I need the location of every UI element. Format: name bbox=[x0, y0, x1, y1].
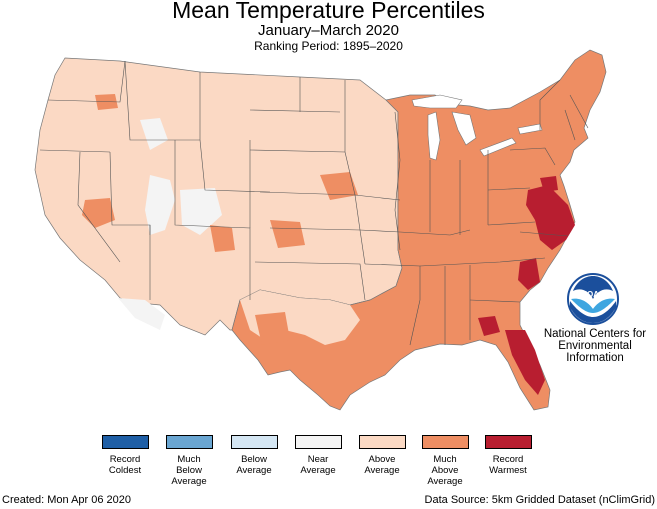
us-temperature-map bbox=[34, 49, 607, 411]
legend-item-record-coldest: Record Coldest bbox=[93, 435, 157, 476]
near-average-patch-wyoming bbox=[180, 188, 222, 235]
near-average-patch-southwest bbox=[118, 298, 165, 330]
legend-label: Below Average bbox=[236, 454, 272, 476]
created-date: Created: Mon Apr 06 2020 bbox=[2, 494, 132, 506]
much-above-patch-montana bbox=[95, 94, 118, 110]
lake-huron bbox=[451, 111, 477, 146]
legend-swatch bbox=[358, 435, 406, 449]
organization-name: National Centers for Environmental Infor… bbox=[543, 328, 647, 364]
legend-item-record-warmest: Record Warmest bbox=[476, 435, 540, 476]
record-warmest-florida-panhandle bbox=[478, 316, 500, 336]
legend-swatch bbox=[294, 435, 342, 449]
noaa-logo: NOAA bbox=[567, 273, 619, 325]
legend-item-above-average: Above Average bbox=[350, 435, 414, 476]
legend-item-much-below-average: Much Below Average bbox=[157, 435, 221, 487]
map-title: Mean Temperature Percentiles bbox=[172, 0, 485, 23]
legend-label: Near Average bbox=[300, 454, 336, 476]
record-warmest-maryland bbox=[540, 176, 558, 192]
legend-label: Record Warmest bbox=[489, 454, 527, 476]
legend-item-near-average: Near Average bbox=[286, 435, 350, 476]
state-boundaries bbox=[39, 60, 589, 346]
legend-label: Record Coldest bbox=[108, 454, 142, 476]
legend-label: Much Below Average bbox=[171, 454, 207, 487]
much-above-patch-nebraska bbox=[320, 172, 358, 200]
legend-swatch bbox=[101, 435, 149, 449]
legend: Record Coldest Much Below Average Below … bbox=[0, 435, 657, 495]
lake-superior bbox=[411, 94, 463, 109]
legend-label: Much Above Average bbox=[427, 454, 463, 487]
record-warmest-virginia-carolina bbox=[526, 185, 575, 250]
lake-michigan bbox=[427, 111, 441, 161]
svg-text:NOAA: NOAA bbox=[581, 290, 605, 299]
legend-item-below-average: Below Average bbox=[222, 435, 286, 476]
ranking-period: Ranking Period: 1895–2020 bbox=[254, 39, 403, 53]
legend-swatch bbox=[230, 435, 278, 449]
data-source: Data Source: 5km Gridded Dataset (nClimG… bbox=[424, 494, 655, 506]
legend-swatch bbox=[484, 435, 532, 449]
record-warmest-georgia-coast bbox=[518, 258, 540, 290]
lake-ontario bbox=[517, 123, 543, 135]
legend-swatch bbox=[421, 435, 469, 449]
legend-item-much-above-average: Much Above Average bbox=[413, 435, 477, 487]
record-warmest-florida bbox=[505, 330, 545, 395]
much-above-patch-kansas bbox=[270, 220, 305, 248]
noaa-logo-icon: NOAA bbox=[567, 273, 619, 325]
near-average-patch-great-basin bbox=[145, 175, 175, 235]
map-subtitle: January–March 2020 bbox=[258, 22, 399, 39]
legend-swatch bbox=[165, 435, 213, 449]
much-above-patch-nevada bbox=[82, 198, 115, 228]
legend-label: Above Average bbox=[364, 454, 400, 476]
much-above-patch-texas bbox=[255, 312, 290, 345]
much-above-patch-colorado bbox=[210, 225, 235, 252]
near-average-patch-montana bbox=[140, 118, 168, 150]
lake-erie bbox=[479, 137, 517, 157]
